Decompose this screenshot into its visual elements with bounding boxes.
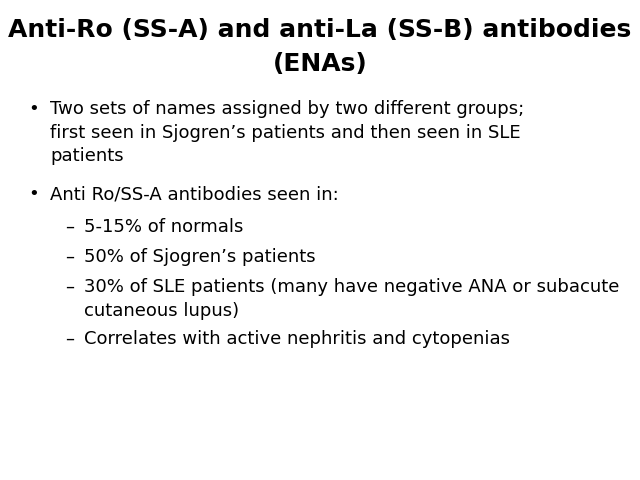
- Text: (ENAs): (ENAs): [273, 52, 367, 76]
- Text: Two sets of names assigned by two different groups;
first seen in Sjogren’s pati: Two sets of names assigned by two differ…: [50, 100, 524, 165]
- Text: 5-15% of normals: 5-15% of normals: [84, 218, 243, 236]
- Text: •: •: [28, 185, 39, 203]
- Text: 30% of SLE patients (many have negative ANA or subacute
cutaneous lupus): 30% of SLE patients (many have negative …: [84, 278, 620, 320]
- Text: –: –: [65, 278, 74, 296]
- Text: Anti-Ro (SS-A) and anti-La (SS-B) antibodies: Anti-Ro (SS-A) and anti-La (SS-B) antibo…: [8, 18, 632, 42]
- Text: 50% of Sjogren’s patients: 50% of Sjogren’s patients: [84, 248, 316, 266]
- Text: Correlates with active nephritis and cytopenias: Correlates with active nephritis and cyt…: [84, 330, 510, 348]
- Text: –: –: [65, 248, 74, 266]
- Text: –: –: [65, 330, 74, 348]
- Text: Anti Ro/SS-A antibodies seen in:: Anti Ro/SS-A antibodies seen in:: [50, 185, 339, 203]
- Text: –: –: [65, 218, 74, 236]
- Text: •: •: [28, 100, 39, 118]
